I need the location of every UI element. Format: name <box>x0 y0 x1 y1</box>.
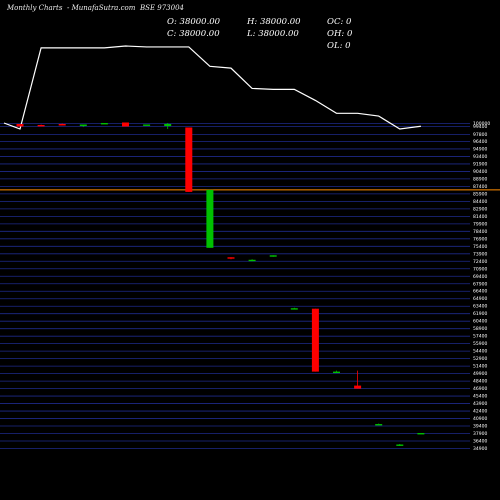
candle-body <box>227 257 235 259</box>
y-tick-label: 61900 <box>473 311 487 317</box>
y-tick-label: 75400 <box>473 244 487 250</box>
y-tick-label: 63400 <box>473 304 487 310</box>
candle-body <box>185 127 193 192</box>
y-tick-label: 73900 <box>473 251 487 257</box>
y-tick-label: 90400 <box>473 169 487 175</box>
y-tick-label: 91900 <box>473 161 487 167</box>
y-tick-label: 58900 <box>473 326 487 332</box>
y-tick-label: 87400 <box>473 184 487 190</box>
ohlc-oc: OC: 0 <box>327 17 352 27</box>
y-tick-label: 76900 <box>473 236 487 242</box>
candle-body <box>375 424 383 426</box>
y-tick-label: 39400 <box>473 424 487 430</box>
ohlc-close: C: 38000.00 <box>167 29 220 39</box>
candle-body <box>206 189 214 248</box>
y-tick-label: 78400 <box>473 229 487 235</box>
ohlc-low: L: 38000.00 <box>247 29 299 39</box>
header-symbol: BSE 973004 <box>140 4 184 12</box>
y-tick-label: 88900 <box>473 176 487 182</box>
y-tick-label: 99400 <box>473 124 487 130</box>
y-tick-label: 55900 <box>473 341 487 347</box>
candle-body <box>311 308 319 372</box>
candle-body <box>122 122 129 127</box>
y-tick-label: 64900 <box>473 296 487 302</box>
candle-body <box>354 385 362 389</box>
candle-body <box>290 308 298 310</box>
candle-body <box>100 122 108 125</box>
y-tick-label: 69400 <box>473 274 487 280</box>
y-tick-label: 54400 <box>473 349 487 355</box>
y-tick-label: 96400 <box>473 139 487 145</box>
y-tick-label: 51400 <box>473 364 487 370</box>
y-tick-label: 48400 <box>473 379 487 385</box>
header-left: Monthly Charts <box>7 4 63 12</box>
ohlc-high: H: 38000.00 <box>247 17 301 27</box>
header-source: - MunafaSutra.com <box>67 4 136 12</box>
y-tick-label: 49900 <box>473 371 487 377</box>
candle-body <box>16 123 24 127</box>
ohlc-oh: OH: 0 <box>327 29 353 39</box>
y-tick-label: 93400 <box>473 154 487 160</box>
y-tick-label: 52900 <box>473 356 487 362</box>
y-tick-label: 72400 <box>473 259 487 265</box>
y-tick-label: 85900 <box>473 191 487 197</box>
candle-body <box>396 444 404 446</box>
y-tick-label: 46900 <box>473 386 487 392</box>
y-tick-label: 81400 <box>473 214 487 220</box>
y-tick-label: 57400 <box>473 334 487 340</box>
ohlc-open: O: 38000.00 <box>167 17 221 27</box>
candle-body <box>269 255 277 257</box>
y-tick-label: 94900 <box>473 146 487 152</box>
candle-body <box>37 124 45 127</box>
ohlc-ol: OL: 0 <box>327 41 351 51</box>
y-tick-label: 97800 <box>473 132 487 138</box>
candle-body <box>248 259 256 262</box>
y-tick-label: 36400 <box>473 439 487 445</box>
y-tick-label: 45400 <box>473 394 487 400</box>
y-tick-label: 34900 <box>473 446 487 452</box>
y-tick-label: 66400 <box>473 289 487 295</box>
y-tick-label: 60400 <box>473 319 487 325</box>
y-tick-label: 70900 <box>473 266 487 272</box>
y-tick-label: 37900 <box>473 431 487 437</box>
candle-body <box>143 124 151 126</box>
y-tick-label: 82900 <box>473 206 487 212</box>
y-tick-label: 67900 <box>473 281 487 287</box>
candle-body <box>333 371 340 374</box>
y-tick-label: 43900 <box>473 401 487 407</box>
candle-body <box>417 433 425 435</box>
price-line-series <box>3 45 421 130</box>
y-tick-label: 40900 <box>473 416 487 422</box>
candle-body <box>164 123 172 126</box>
candle-body <box>79 124 87 126</box>
y-tick-label: 84400 <box>473 199 487 205</box>
candle-body <box>58 123 66 126</box>
y-tick-label: 42400 <box>473 409 487 415</box>
y-tick-label: 100000 <box>473 121 490 127</box>
y-tick-label: 79900 <box>473 221 487 227</box>
